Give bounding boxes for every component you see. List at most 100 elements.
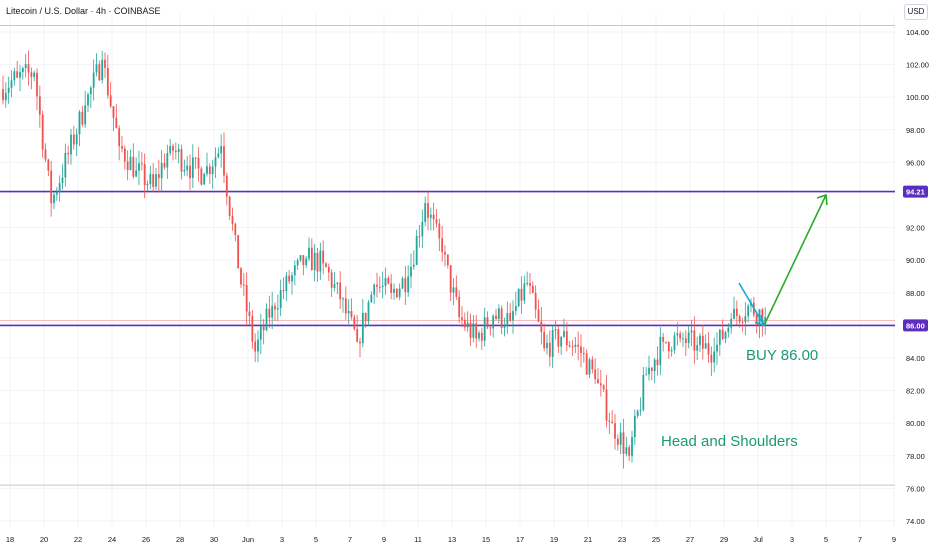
candle-body: [279, 290, 282, 309]
candle-body: [50, 170, 53, 204]
candle-body: [639, 409, 642, 411]
candle-body: [696, 344, 699, 351]
candle-body: [577, 344, 580, 347]
candle-body: [526, 283, 529, 285]
candle-body: [313, 252, 316, 271]
candle-body: [228, 196, 231, 216]
time-tick-label: 24: [108, 535, 116, 544]
candle-body: [299, 255, 302, 261]
candle-body: [444, 252, 446, 255]
candle-body: [359, 341, 361, 344]
candle-body: [514, 305, 517, 312]
candle-body: [619, 432, 622, 445]
candle-body: [608, 420, 611, 422]
candle-body: [104, 59, 106, 68]
candle-body: [594, 369, 597, 380]
candle-body: [206, 166, 208, 174]
price-tick-label: 90.00: [906, 256, 925, 265]
candle-body: [169, 146, 172, 153]
candle-body: [656, 359, 659, 366]
price-tick-label: 82.00: [906, 387, 925, 396]
candle-body: [520, 288, 523, 301]
candle-body: [211, 166, 214, 175]
candle-body: [24, 64, 27, 68]
candle-body: [353, 316, 356, 329]
candle-body: [330, 272, 333, 288]
candle-body: [373, 284, 376, 295]
price-level-tag-label: 94.21: [906, 188, 925, 197]
candle-body: [7, 87, 10, 93]
candle-body: [500, 308, 503, 328]
price-level-tag: [903, 185, 928, 198]
candle-body: [432, 214, 435, 220]
time-tick-label: 5: [314, 535, 318, 544]
candle-body: [101, 59, 104, 81]
candle-body: [415, 236, 418, 265]
time-tick-label: 29: [720, 535, 728, 544]
candle-body: [95, 64, 98, 73]
candle-body: [245, 285, 248, 312]
candle-body: [146, 184, 149, 186]
candle-body: [693, 330, 696, 351]
candle-body: [370, 294, 373, 303]
time-axis[interactable]: 18 20 22 24 26 28 30 Jun 3 5 7 9 11 13 15 17 19 21 23 25 27 2…: [6, 535, 896, 544]
time-tick-label: 27: [686, 535, 694, 544]
candle-body: [489, 327, 492, 329]
candle-body: [376, 284, 378, 287]
candle-body: [160, 163, 163, 179]
candle-body: [747, 305, 750, 317]
candle-body: [540, 321, 543, 332]
candle-body: [13, 71, 16, 81]
candle-body: [310, 247, 313, 271]
candle-body: [531, 285, 534, 293]
candle-body: [387, 278, 390, 284]
candle-body: [4, 92, 7, 101]
candle-body: [716, 344, 718, 352]
candle-body: [342, 298, 344, 300]
candle-body: [302, 255, 305, 266]
candle-body: [684, 338, 687, 344]
candle-body: [381, 285, 384, 288]
currency-button[interactable]: USD: [904, 4, 928, 20]
candle-body: [713, 351, 716, 363]
candle-body: [41, 114, 44, 150]
candle-body: [704, 343, 707, 349]
candle-body: [650, 367, 653, 371]
candle-body: [667, 342, 670, 352]
candle-body: [350, 310, 353, 317]
candle-body: [699, 335, 701, 345]
projection-up-line: [763, 194, 827, 326]
candle-body: [455, 287, 458, 297]
candle-body: [268, 308, 271, 318]
candle-body: [546, 342, 548, 349]
price-axis[interactable]: 104.00 102.00 100.00 98.00 96.00 92.00 90.00 88…: [903, 28, 929, 526]
candle-body: [172, 146, 174, 151]
candle-body: [475, 323, 478, 339]
candle-body: [427, 203, 429, 218]
price-tick-label: 88.00: [906, 289, 925, 298]
candle-body: [180, 149, 183, 172]
candle-body: [87, 94, 89, 106]
time-tick-label: 17: [516, 535, 524, 544]
candle-body: [466, 322, 469, 328]
candle-body: [755, 314, 758, 325]
candle-body: [333, 283, 336, 288]
time-tick-label: 21: [584, 535, 592, 544]
candle-body: [653, 359, 656, 371]
candle-body: [721, 329, 724, 339]
candle-body: [571, 346, 574, 348]
candle-body: [194, 157, 197, 159]
price-tick-label: 76.00: [906, 484, 925, 493]
candle-body: [517, 288, 520, 306]
candle-body: [271, 305, 274, 318]
candle-body: [659, 336, 662, 366]
candle-body: [582, 353, 585, 355]
candle-body: [602, 385, 605, 390]
candle-body: [16, 71, 19, 78]
candle-body: [625, 447, 628, 454]
candle-body: [177, 149, 180, 153]
candle-body: [220, 146, 223, 154]
time-tick-label: 3: [790, 535, 794, 544]
candle-body: [361, 313, 364, 344]
